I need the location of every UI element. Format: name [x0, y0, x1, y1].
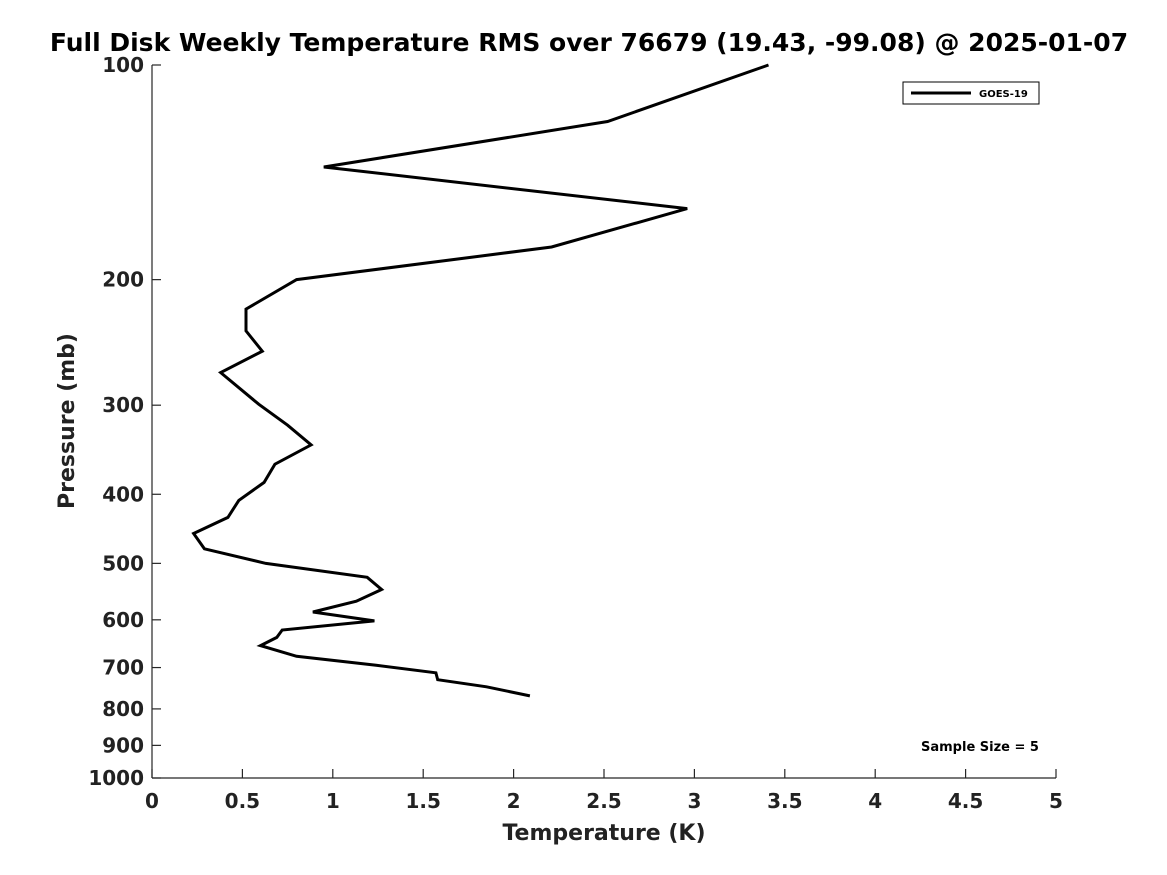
x-tick-label: 5 [1049, 789, 1063, 813]
y-tick-label: 700 [102, 656, 144, 680]
y-tick-label: 100 [102, 53, 144, 77]
y-tick-label: 200 [102, 268, 144, 292]
x-tick-label: 1.5 [405, 789, 440, 813]
x-tick-label: 4.5 [948, 789, 983, 813]
y-tick-label: 500 [102, 551, 144, 575]
chart-title: Full Disk Weekly Temperature RMS over 76… [50, 28, 1128, 57]
x-tick-label: 2.5 [586, 789, 621, 813]
series-line-goes-19 [191, 63, 769, 698]
x-tick-label: 1 [326, 789, 340, 813]
y-tick-label: 800 [102, 697, 144, 721]
y-axis-label: Pressure (mb) [55, 333, 80, 509]
sample-size-annotation: Sample Size = 5 [921, 740, 1039, 755]
legend-label: GOES-19 [979, 89, 1028, 100]
axis-ticks: 0 0.5 1 1.5 2 2.5 3 3.5 4 4.5 5 100 200 300 400 500 600 7… [88, 53, 1063, 813]
y-tick-label: 400 [102, 482, 144, 506]
y-tick-label: 1000 [88, 766, 144, 790]
x-tick-label: 3.5 [767, 789, 802, 813]
x-tick-label: 2 [507, 789, 521, 813]
x-axis-label: Temperature (K) [502, 821, 705, 846]
y-tick-label: 600 [102, 608, 144, 632]
legend: GOES-19 [902, 81, 1040, 105]
x-tick-label: 3 [687, 789, 701, 813]
x-tick-label: 0 [145, 789, 159, 813]
x-tick-label: 0.5 [225, 789, 260, 813]
x-tick-label: 4 [868, 789, 882, 813]
y-tick-label: 300 [102, 393, 144, 417]
y-tick-label: 900 [102, 733, 144, 757]
